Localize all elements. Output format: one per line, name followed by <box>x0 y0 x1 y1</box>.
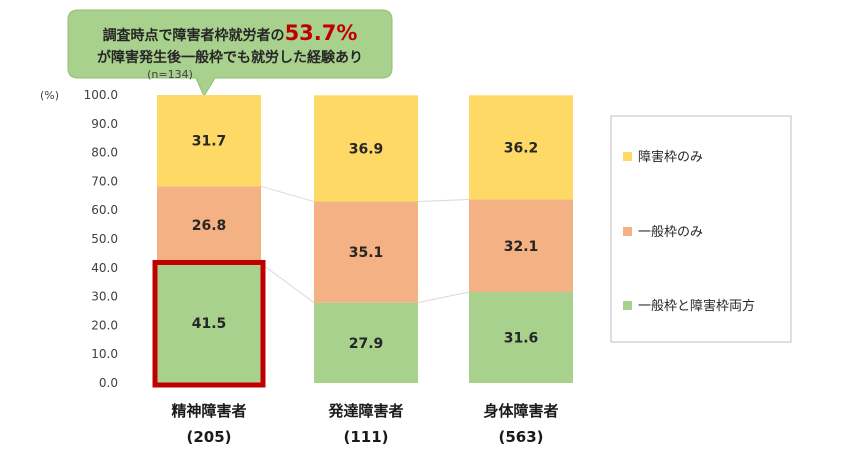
legend-swatch <box>623 301 632 310</box>
legend-label: 障害枠のみ <box>638 149 703 165</box>
y-tick-label: 10.0 <box>91 347 118 361</box>
y-tick-label: 90.0 <box>91 117 118 131</box>
value-label: 35.1 <box>349 245 384 261</box>
category-count: (111) <box>343 428 388 446</box>
bars <box>157 95 573 383</box>
bar-segment <box>469 291 573 383</box>
y-tick-label: 50.0 <box>91 232 118 246</box>
value-label: 31.7 <box>192 134 227 150</box>
value-label: 32.1 <box>504 239 539 255</box>
category-count: (563) <box>498 428 543 446</box>
value-labels: 41.5 26.8 31.7 27.9 35.1 36.9 31.6 32.1 36.2 <box>192 134 539 352</box>
value-label: 36.9 <box>349 141 384 157</box>
y-tick-label: 0.0 <box>99 376 118 390</box>
y-tick-label: 60.0 <box>91 203 118 217</box>
bar-segment <box>157 186 261 264</box>
bar-segment <box>157 95 261 187</box>
y-axis-unit: (%) <box>40 89 59 102</box>
value-label: 26.8 <box>192 218 227 234</box>
callout-bubble: 調査時点で障害者枠就労者の53.7% が障害発生後一般枠でも就労した経験あり (… <box>67 9 393 98</box>
category-labels: 精神障害者 (205) 発達障害者 (111) 身体障害者 (563) <box>171 402 558 446</box>
bar-segment <box>314 201 418 303</box>
connector-line <box>260 263 315 304</box>
bar-segment <box>469 95 573 200</box>
highlight-rect <box>152 259 266 388</box>
callout-highlight: 53.7% <box>285 21 358 45</box>
y-tick-label: 40.0 <box>91 261 118 275</box>
value-label: 31.6 <box>504 330 539 346</box>
legend-swatch <box>623 152 632 161</box>
highlight-box <box>152 259 266 388</box>
y-tick-label: 70.0 <box>91 174 118 188</box>
callout-line1: 調査時点で障害者枠就労者の53.7% <box>103 21 358 45</box>
category-label: 精神障害者 <box>171 402 246 420</box>
value-label: 36.2 <box>504 140 539 156</box>
bar-segment <box>469 199 573 292</box>
legend-label: 一般枠と障害枠両方 <box>638 298 755 314</box>
legend-label: 一般枠のみ <box>638 224 703 240</box>
legend-frame <box>610 115 792 343</box>
value-label: 27.9 <box>349 336 384 352</box>
category-label: 身体障害者 <box>483 402 558 420</box>
connector-line <box>417 291 470 304</box>
y-tick-label: 100.0 <box>84 88 118 102</box>
connector-line <box>260 185 315 203</box>
y-tick-label: 20.0 <box>91 318 118 332</box>
y-tick-label: 80.0 <box>91 146 118 160</box>
callout-line2: が障害発生後一般枠でも就労した経験あり <box>97 49 363 66</box>
value-label: 41.5 <box>192 316 227 332</box>
y-tick-label: 30.0 <box>91 290 118 304</box>
series-connector-lines <box>260 185 470 304</box>
category-label: 発達障害者 <box>327 402 403 420</box>
category-count: (205) <box>186 428 231 446</box>
callout-n-label: (n=134) <box>147 68 193 81</box>
bar-segment <box>157 263 261 383</box>
y-axis-ticks: 0.0 10.0 20.0 30.0 40.0 50.0 60.0 70.0 80.0 90.0 1… <box>84 88 118 390</box>
legend-swatch <box>623 227 632 236</box>
connector-line <box>417 199 470 203</box>
bar-segment <box>314 95 418 202</box>
callout-prefix: 調査時点で障害者枠就労者の <box>103 27 285 44</box>
bar-segment <box>314 302 418 383</box>
